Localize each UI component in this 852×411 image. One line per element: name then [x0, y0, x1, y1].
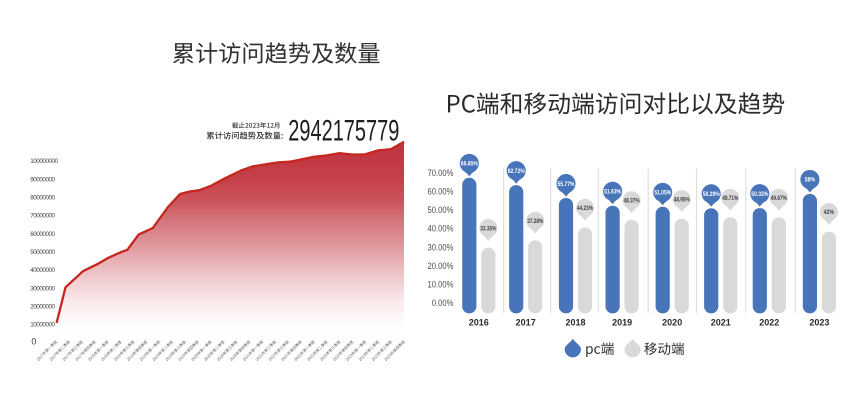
svg-text:50.00%: 50.00% — [428, 205, 454, 215]
svg-text:66.65%: 66.65% — [461, 161, 478, 168]
svg-text:10000000: 10000000 — [30, 322, 55, 329]
svg-text:40000000: 40000000 — [30, 267, 55, 274]
svg-text:70.00%: 70.00% — [428, 168, 454, 178]
svg-text:2022: 2022 — [759, 317, 779, 327]
svg-text:2021: 2021 — [711, 317, 731, 327]
svg-text:48.95%: 48.95% — [674, 196, 690, 203]
svg-text:2020: 2020 — [662, 317, 682, 327]
svg-text:50.33%: 50.33% — [751, 191, 768, 198]
svg-text:2016: 2016 — [469, 317, 489, 327]
svg-text:2942175779: 2942175779 — [288, 115, 399, 147]
svg-text:44.23%: 44.23% — [577, 205, 593, 212]
svg-text:10.00%: 10.00% — [428, 280, 454, 290]
svg-text:55.77%: 55.77% — [558, 181, 575, 188]
svg-text:0.00%: 0.00% — [432, 298, 454, 308]
svg-text:62.72%: 62.72% — [508, 168, 525, 175]
svg-text:20000000: 20000000 — [30, 304, 55, 311]
svg-text:90000000: 90000000 — [30, 176, 55, 183]
svg-text:30.00%: 30.00% — [428, 242, 454, 252]
svg-text:37.28%: 37.28% — [527, 218, 543, 225]
svg-text:49.71%: 49.71% — [722, 195, 738, 202]
svg-text:2017: 2017 — [516, 317, 536, 327]
svg-text:48.37%: 48.37% — [624, 197, 640, 204]
svg-text:2019: 2019 — [612, 317, 632, 327]
svg-text:0: 0 — [31, 337, 36, 347]
svg-text:100000000: 100000000 — [30, 158, 58, 165]
svg-text:80000000: 80000000 — [30, 195, 55, 202]
svg-text:49.67%: 49.67% — [771, 195, 787, 202]
svg-text:50000000: 50000000 — [30, 249, 55, 256]
svg-text:51.05%: 51.05% — [654, 190, 671, 197]
svg-text:40.00%: 40.00% — [428, 224, 454, 234]
svg-text:51.63%: 51.63% — [604, 189, 621, 196]
svg-text:50.29%: 50.29% — [703, 191, 720, 198]
svg-text:60.00%: 60.00% — [428, 186, 454, 196]
svg-text:20.00%: 20.00% — [428, 261, 454, 271]
svg-text:33.35%: 33.35% — [480, 225, 496, 232]
svg-text:58%: 58% — [805, 177, 815, 184]
svg-text:42%: 42% — [824, 209, 835, 216]
svg-text:2018: 2018 — [565, 317, 585, 327]
svg-text:70000000: 70000000 — [30, 213, 55, 220]
svg-text:60000000: 60000000 — [30, 231, 55, 238]
svg-text:2023: 2023 — [809, 317, 829, 327]
svg-text:30000000: 30000000 — [30, 285, 55, 292]
